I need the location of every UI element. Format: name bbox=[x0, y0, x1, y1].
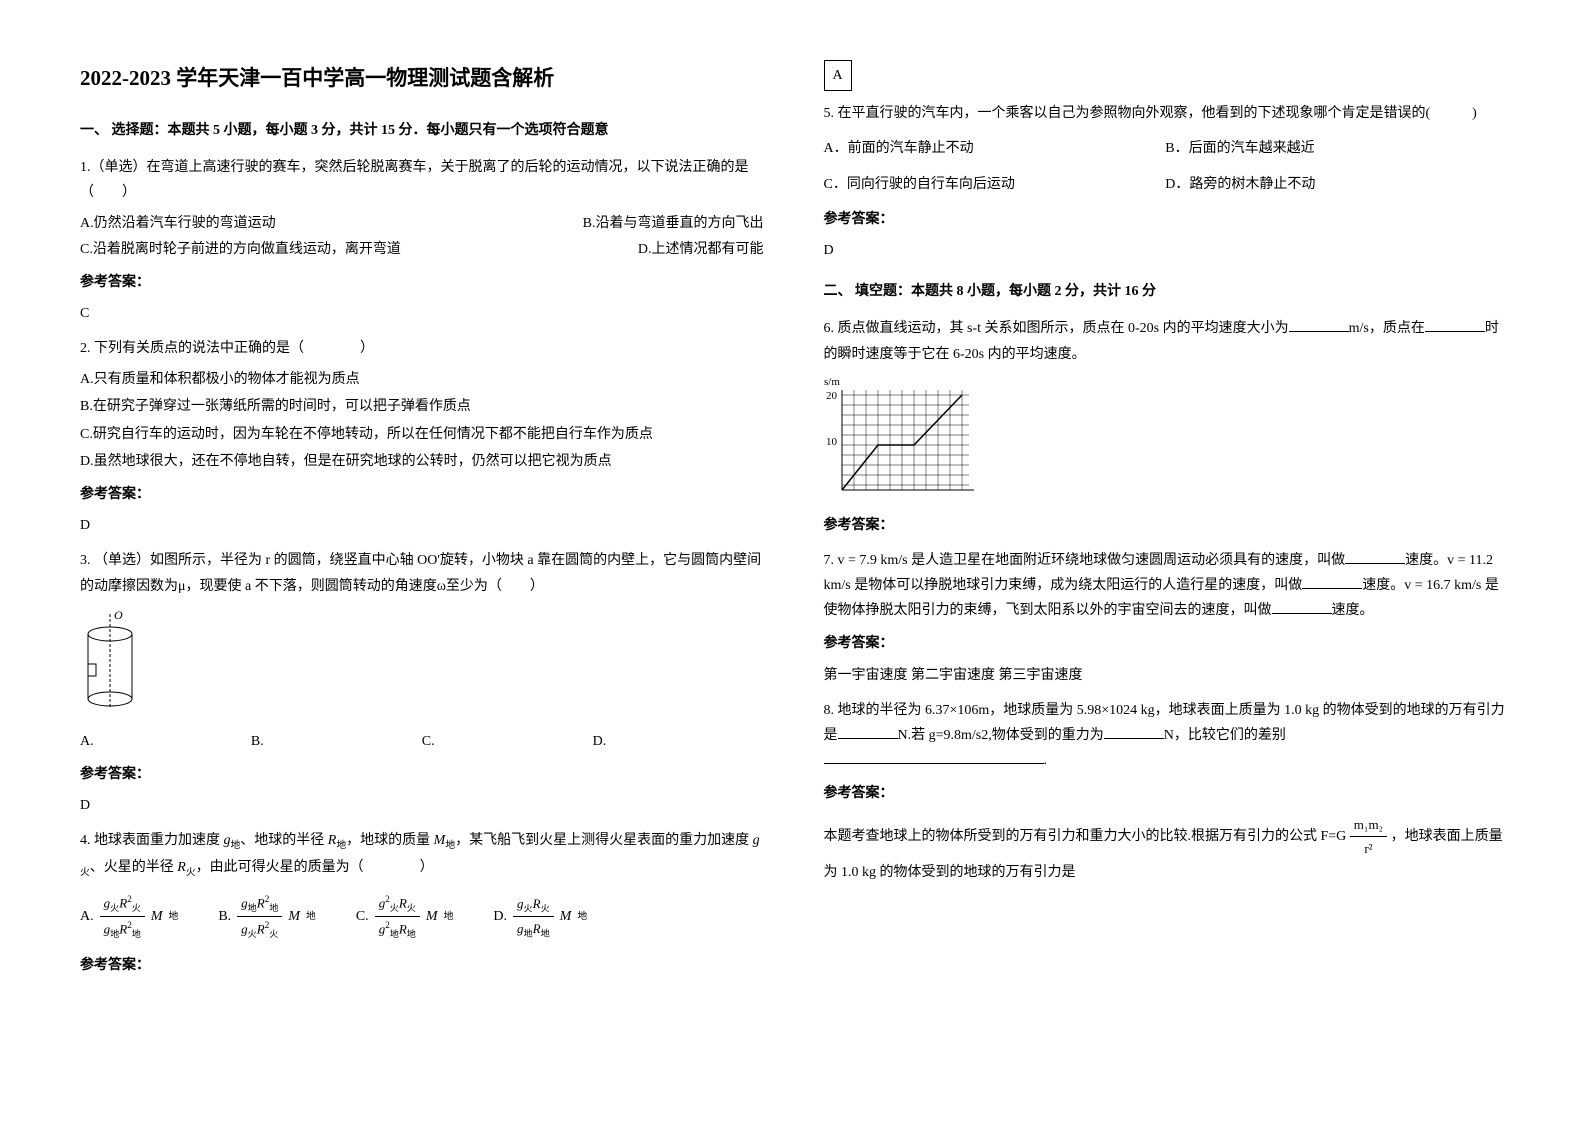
question-4: 4. 地球表面重力加速度 g地、地球的半径 R地，地球的质量 M地，某飞船飞到火… bbox=[80, 828, 764, 978]
q4-stem: 4. 地球表面重力加速度 g地、地球的半径 R地，地球的质量 M地，某飞船飞到火… bbox=[80, 828, 764, 881]
q3-optB: B. bbox=[251, 729, 422, 754]
svg-text:20: 20 bbox=[826, 390, 838, 402]
q5-answer-label: 参考答案： bbox=[824, 207, 1508, 232]
question-2: 2. 下列有关质点的说法中正确的是（ ） A.只有质量和体积都极小的物体才能视为… bbox=[80, 336, 764, 538]
cylinder-diagram: O bbox=[80, 609, 140, 719]
svg-text:10: 10 bbox=[826, 436, 838, 448]
q3-stem: 3. （单选）如图所示，半径为 r 的圆筒，绕竖直中心轴 OO'旋转，小物块 a… bbox=[80, 548, 764, 598]
q1-answer-label: 参考答案： bbox=[80, 270, 764, 295]
q1-optD: D.上述情况都有可能 bbox=[638, 237, 764, 262]
q7-answer-label: 参考答案： bbox=[824, 631, 1508, 656]
q4-options: A. g火R2火g地R2地M地 B. g地R2地g火R2火M地 C. g2火R火… bbox=[80, 891, 764, 943]
question-1: 1.（单选）在弯道上高速行驶的赛车，突然后轮脱离赛车，关于脱离了的后轮的运动情况… bbox=[80, 155, 764, 326]
q5-optB: B．后面的汽车越来越近 bbox=[1165, 136, 1507, 161]
svg-text:O: O bbox=[114, 609, 123, 622]
svg-text:s/m: s/m bbox=[824, 376, 840, 388]
section2-header: 二、 填空题：本题共 8 小题，每小题 2 分，共计 16 分 bbox=[824, 279, 1508, 304]
q8-stem: 8. 地球的半径为 6.37×106m，地球质量为 5.98×1024 kg，地… bbox=[824, 698, 1508, 774]
q1-optB: B.沿着与弯道垂直的方向飞出 bbox=[583, 211, 764, 236]
q3-answer: D bbox=[80, 793, 764, 818]
q2-optA: A.只有质量和体积都极小的物体才能视为质点 bbox=[80, 367, 764, 392]
q3-optA: A. bbox=[80, 729, 251, 754]
q1-answer: C bbox=[80, 301, 764, 326]
st-graph: s/m 20 10 bbox=[824, 375, 984, 505]
q5-answer: D bbox=[824, 238, 1508, 263]
q6-stem: 6. 质点做直线运动，其 s-t 关系如图所示，质点在 0-20s 内的平均速度… bbox=[824, 316, 1508, 366]
q1-optA: A.仍然沿着汽车行驶的弯道运动 bbox=[80, 211, 583, 236]
q5-optD: D．路旁的树木静止不动 bbox=[1165, 172, 1507, 197]
q7-stem: 7. v = 7.9 km/s 是人造卫星在地面附近环绕地球做匀速圆周运动必须具… bbox=[824, 548, 1508, 624]
section1-header: 一、 选择题：本题共 5 小题，每小题 3 分，共计 15 分．每小题只有一个选… bbox=[80, 118, 764, 143]
q2-answer: D bbox=[80, 513, 764, 538]
q3-optD: D. bbox=[593, 729, 764, 754]
question-5: 5. 在平直行驶的汽车内，一个乘客以自己为参照物向外观察，他看到的下述现象哪个肯… bbox=[824, 101, 1508, 263]
q2-answer-label: 参考答案： bbox=[80, 482, 764, 507]
q8-explanation: 本题考查地球上的物体所受到的万有引力和重力大小的比较.根据万有引力的公式 F=G… bbox=[824, 813, 1508, 886]
q6-answer-label: 参考答案： bbox=[824, 513, 1508, 538]
q2-optD: D.虽然地球很大，还在不停地自转，但是在研究地球的公转时，仍然可以把它视为质点 bbox=[80, 449, 764, 474]
q4-answer-label: 参考答案： bbox=[80, 953, 764, 978]
q4-answer: A bbox=[824, 60, 852, 91]
q5-stem: 5. 在平直行驶的汽车内，一个乘客以自己为参照物向外观察，他看到的下述现象哪个肯… bbox=[824, 101, 1508, 126]
q1-stem: 1.（单选）在弯道上高速行驶的赛车，突然后轮脱离赛车，关于脱离了的后轮的运动情况… bbox=[80, 155, 764, 205]
question-6: 6. 质点做直线运动，其 s-t 关系如图所示，质点在 0-20s 内的平均速度… bbox=[824, 316, 1508, 538]
q3-answer-label: 参考答案： bbox=[80, 762, 764, 787]
question-7: 7. v = 7.9 km/s 是人造卫星在地面附近环绕地球做匀速圆周运动必须具… bbox=[824, 548, 1508, 688]
q2-optB: B.在研究子弹穿过一张薄纸所需的时间时，可以把子弹看作质点 bbox=[80, 394, 764, 419]
question-3: 3. （单选）如图所示，半径为 r 的圆筒，绕竖直中心轴 OO'旋转，小物块 a… bbox=[80, 548, 764, 818]
q5-optA: A．前面的汽车静止不动 bbox=[824, 136, 1166, 161]
q8-answer-label: 参考答案： bbox=[824, 781, 1508, 806]
q7-answer: 第一宇宙速度 第二宇宙速度 第三宇宙速度 bbox=[824, 663, 1508, 688]
q2-optC: C.研究自行车的运动时，因为车轮在不停地转动，所以在任何情况下都不能把自行车作为… bbox=[80, 422, 764, 447]
q5-optC: C．同向行驶的自行车向后运动 bbox=[824, 172, 1166, 197]
q3-optC: C. bbox=[422, 729, 593, 754]
q2-stem: 2. 下列有关质点的说法中正确的是（ ） bbox=[80, 336, 764, 361]
q1-optC: C.沿着脱离时轮子前进的方向做直线运动，离开弯道 bbox=[80, 237, 638, 262]
question-8: 8. 地球的半径为 6.37×106m，地球质量为 5.98×1024 kg，地… bbox=[824, 698, 1508, 886]
exam-title: 2022-2023 学年天津一百中学高一物理测试题含解析 bbox=[80, 60, 764, 98]
